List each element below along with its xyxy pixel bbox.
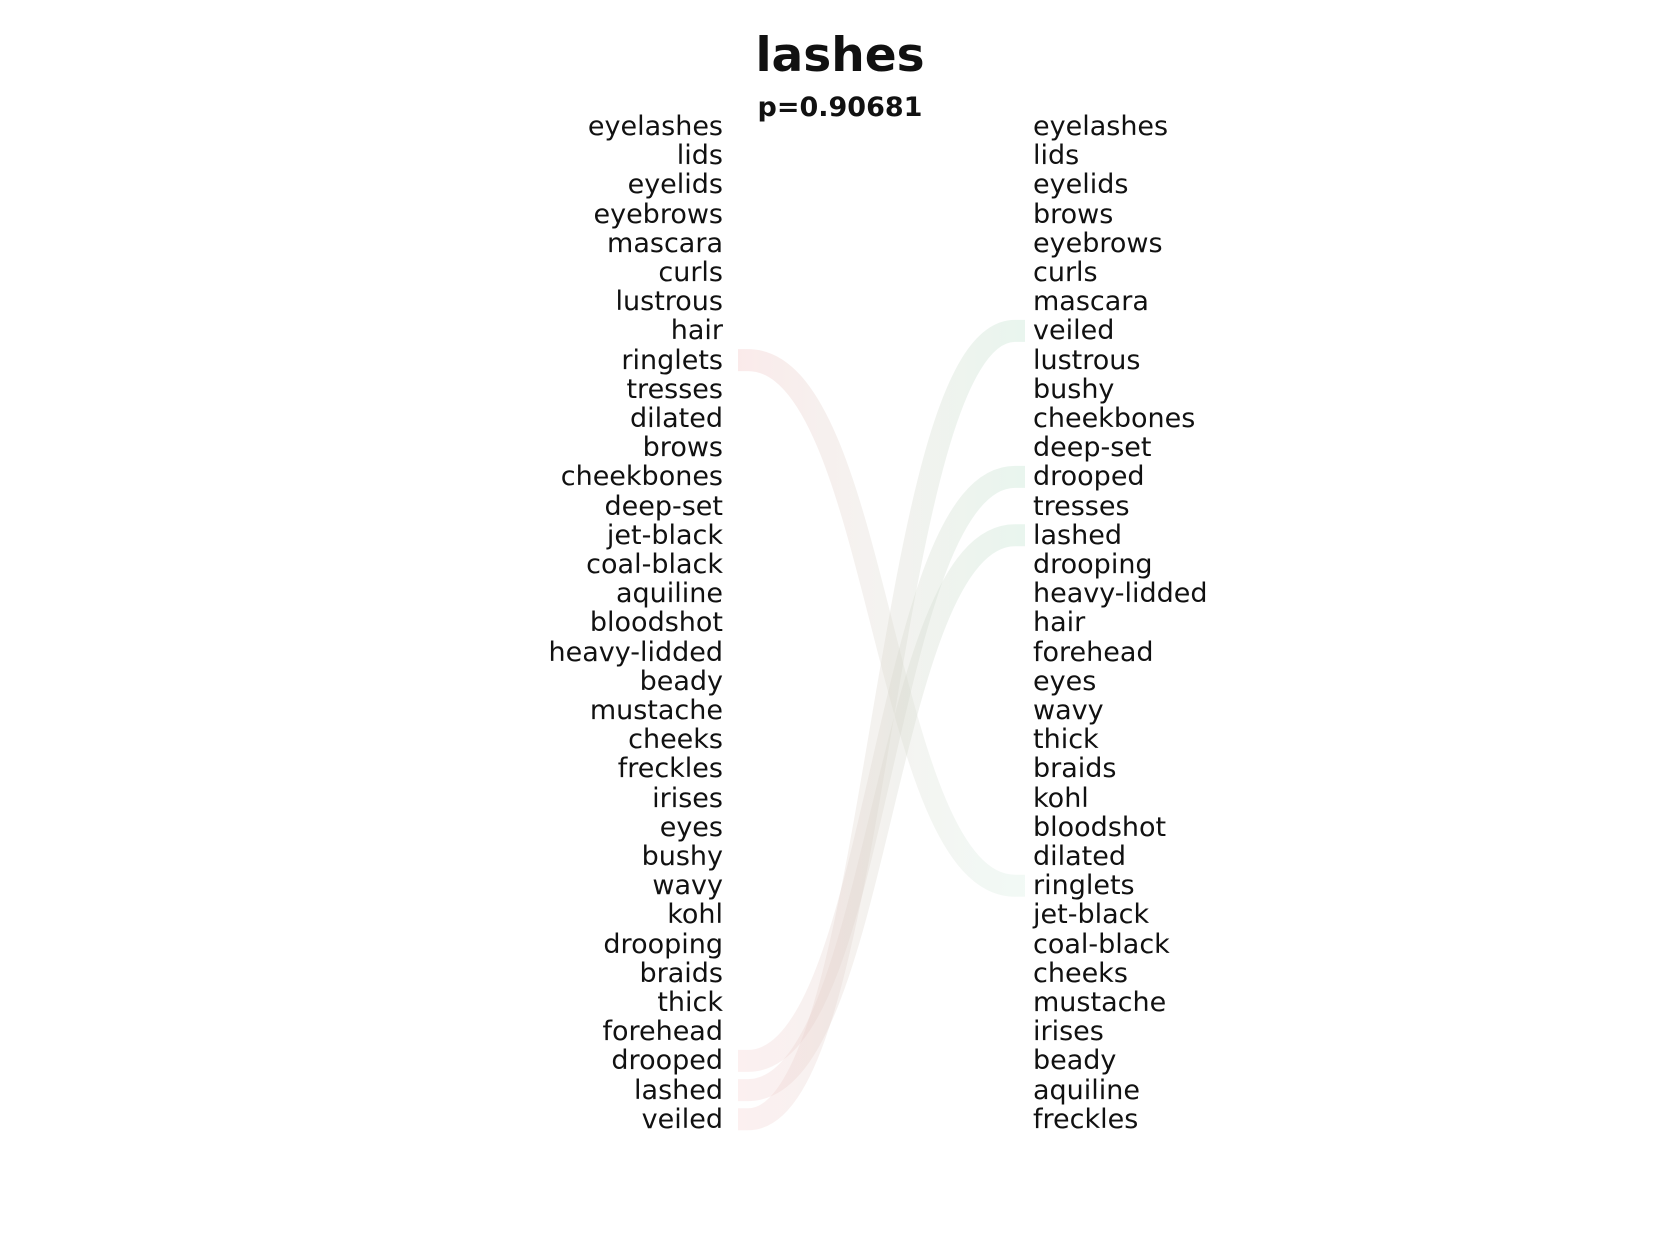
- right-word: curls: [1033, 257, 1098, 288]
- right-word: eyelashes: [1033, 111, 1169, 142]
- right-word: kohl: [1033, 782, 1089, 814]
- right-word: eyebrows: [1033, 227, 1163, 259]
- right-word: wavy: [1033, 695, 1104, 726]
- left-word: jet-black: [606, 519, 723, 551]
- right-word: forehead: [1033, 636, 1154, 668]
- left-word: curls: [658, 257, 723, 288]
- left-word: lustrous: [615, 286, 723, 318]
- left-word: lashed: [634, 1074, 723, 1106]
- right-word: eyelids: [1033, 169, 1129, 201]
- left-word: mustache: [589, 695, 723, 726]
- right-word: lids: [1033, 140, 1080, 172]
- left-word: heavy-lidded: [548, 636, 723, 668]
- left-word: cheeks: [628, 724, 723, 756]
- left-word: eyelids: [627, 169, 723, 201]
- diagram-title: lashes: [755, 28, 925, 83]
- right-word: eyes: [1033, 665, 1097, 697]
- right-word: beady: [1033, 1045, 1117, 1077]
- left-word: tresses: [626, 373, 723, 405]
- left-word: eyelashes: [587, 111, 723, 142]
- left-word: deep-set: [604, 490, 723, 522]
- left-word: eyebrows: [593, 198, 723, 230]
- right-word: heavy-lidded: [1033, 578, 1208, 610]
- left-word: beady: [639, 665, 723, 697]
- left-word: lids: [676, 140, 723, 172]
- right-word: mustache: [1033, 987, 1167, 1018]
- left-word: aquiline: [615, 578, 723, 610]
- diagram-subtitle: p=0.90681: [757, 92, 923, 123]
- right-word: irises: [1033, 1016, 1104, 1048]
- link-ringlets: [738, 349, 1025, 897]
- right-word: deep-set: [1033, 432, 1152, 464]
- left-word: irises: [652, 782, 723, 814]
- left-word: drooping: [603, 928, 723, 960]
- left-word: hair: [670, 315, 723, 347]
- left-word: eyes: [659, 811, 723, 843]
- right-word: cheekbones: [1033, 403, 1196, 434]
- left-word: wavy: [652, 870, 723, 902]
- left-word: thick: [657, 987, 723, 1018]
- right-word: ringlets: [1033, 870, 1135, 902]
- right-word: braids: [1033, 753, 1117, 785]
- left-word: mascara: [607, 227, 723, 259]
- left-word: forehead: [602, 1016, 723, 1048]
- left-word: bushy: [641, 841, 723, 872]
- right-word: veiled: [1033, 315, 1115, 347]
- right-word: freckles: [1033, 1103, 1139, 1135]
- link-veiled: [738, 319, 1025, 1131]
- right-word: tresses: [1033, 490, 1130, 522]
- right-word: jet-black: [1033, 899, 1150, 931]
- left-word: brows: [642, 432, 723, 464]
- right-word: hair: [1033, 607, 1086, 639]
- right-word: cheeks: [1033, 957, 1128, 989]
- left-word: bloodshot: [589, 607, 723, 639]
- right-word: coal-black: [1033, 928, 1170, 960]
- right-word: lashed: [1033, 519, 1122, 551]
- left-word: ringlets: [621, 344, 723, 376]
- left-word: dilated: [629, 403, 723, 434]
- left-word: drooped: [611, 1045, 723, 1077]
- left-word: coal-black: [586, 549, 723, 580]
- right-word: thick: [1033, 724, 1099, 756]
- right-word: bushy: [1033, 373, 1115, 405]
- left-word: freckles: [617, 753, 723, 785]
- right-word: brows: [1033, 198, 1114, 230]
- right-word: aquiline: [1033, 1074, 1141, 1106]
- right-word: dilated: [1033, 841, 1127, 872]
- left-word: veiled: [641, 1103, 723, 1135]
- right-word: mascara: [1033, 286, 1149, 318]
- left-word: kohl: [667, 899, 723, 931]
- right-word: drooped: [1033, 461, 1145, 493]
- right-word: drooping: [1033, 549, 1153, 580]
- right-word: bloodshot: [1033, 811, 1167, 843]
- left-word: cheekbones: [560, 461, 723, 493]
- right-word: lustrous: [1033, 344, 1141, 376]
- left-word: braids: [639, 957, 724, 989]
